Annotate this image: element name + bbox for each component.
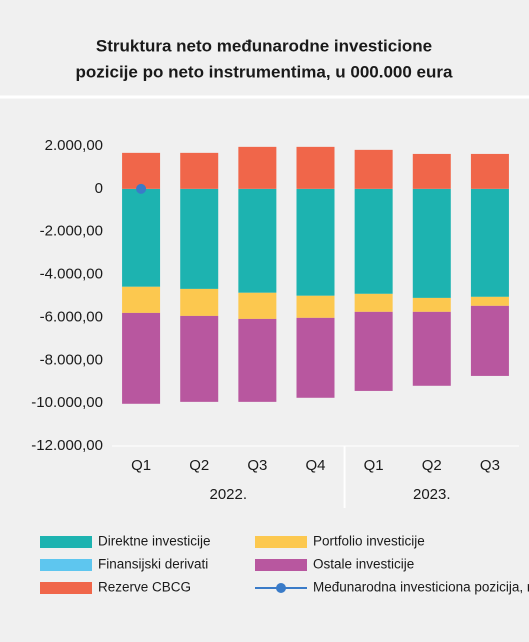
x-tick-label: Q1 <box>131 457 151 474</box>
y-tick-label: 0 <box>95 180 103 197</box>
legend-label: Portfolio investicije <box>313 534 425 549</box>
bar-segment <box>296 317 335 398</box>
legend-swatch <box>40 536 92 548</box>
legend-swatch <box>255 559 307 571</box>
legend-label: Međunarodna investiciona pozicija, neto <box>313 580 529 595</box>
y-tick-label: -8.000,00 <box>40 351 103 368</box>
chart-title: Struktura neto međunarodne investicione <box>96 36 432 55</box>
y-tick-label: -2.000,00 <box>40 223 103 240</box>
bar-segment <box>296 295 335 318</box>
bar-segment <box>470 188 509 297</box>
x-tick-label: Q3 <box>480 457 500 474</box>
legend-label: Finansijski derivati <box>98 557 208 572</box>
x-tick-label: Q2 <box>189 457 209 474</box>
legend-label: Ostale investicije <box>313 557 414 572</box>
line-point <box>136 183 147 194</box>
legend-swatch <box>255 536 307 548</box>
bar-segment <box>412 153 451 189</box>
bar-segment <box>296 146 335 189</box>
bar-segment <box>470 153 509 189</box>
bar-segment <box>122 286 161 313</box>
bar-segment <box>238 318 277 402</box>
bar-segment <box>412 297 451 312</box>
bar-segment <box>354 293 393 312</box>
y-tick-label: -12.000,00 <box>31 437 103 454</box>
bar-segment <box>122 188 161 287</box>
bar-segment <box>180 315 219 402</box>
bar-segment <box>180 188 219 289</box>
bar-segment <box>412 311 451 386</box>
bar-segment <box>354 149 393 189</box>
legend-swatch <box>40 559 92 571</box>
x-tick-label: Q3 <box>247 457 267 474</box>
x-tick-label: Q1 <box>364 457 384 474</box>
x-group-label: 2022. <box>210 486 248 503</box>
chart-title: pozicije po neto instrumentima, u 000.00… <box>76 62 453 81</box>
y-tick-label: -10.000,00 <box>31 394 103 411</box>
bar-segment <box>180 152 219 189</box>
bar-segment <box>354 188 393 294</box>
bar-segment <box>296 188 335 296</box>
bar-segment <box>180 288 219 316</box>
bar-segment <box>238 188 277 293</box>
bar-segment <box>412 188 451 298</box>
bar-segment <box>122 312 161 404</box>
legend-swatch <box>40 582 92 594</box>
bar-segment <box>470 305 509 376</box>
legend-label: Rezerve CBCG <box>98 580 191 595</box>
bar-segment <box>122 152 161 189</box>
x-group-label: 2023. <box>413 486 451 503</box>
bar-segment <box>238 146 277 189</box>
x-tick-label: Q2 <box>422 457 442 474</box>
x-tick-label: Q4 <box>305 457 325 474</box>
legend-marker <box>276 583 286 593</box>
bar-segment <box>470 296 509 306</box>
bar-segment <box>238 292 277 319</box>
legend-label: Direktne investicije <box>98 534 211 549</box>
y-tick-label: -4.000,00 <box>40 266 103 283</box>
y-tick-label: 2.000,00 <box>45 137 103 154</box>
y-tick-label: -6.000,00 <box>40 308 103 325</box>
bar-segment <box>354 311 393 391</box>
